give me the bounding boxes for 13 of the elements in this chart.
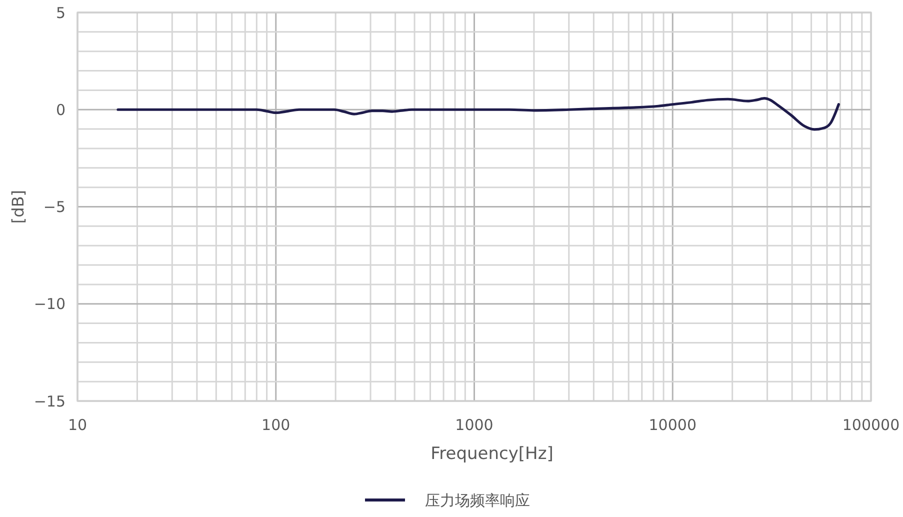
x-tick-label: 1000 (455, 416, 494, 434)
x-axis-title: Frequency[Hz] (430, 444, 554, 464)
x-tick-label: 10000 (648, 416, 696, 434)
x-tick-label: 100 (262, 416, 290, 434)
y-tick-label: −10 (34, 295, 66, 314)
x-tick-label: 100000 (842, 416, 900, 434)
legend-label: 压力场频率响应 (425, 491, 530, 510)
x-tick-label: 10 (68, 416, 88, 434)
y-axis-title: [dB] (8, 190, 28, 224)
y-tick-label: 0 (56, 100, 66, 119)
y-tick-label: 5 (56, 4, 66, 22)
y-tick-label: −15 (34, 392, 66, 410)
y-tick-label: −5 (43, 198, 66, 216)
